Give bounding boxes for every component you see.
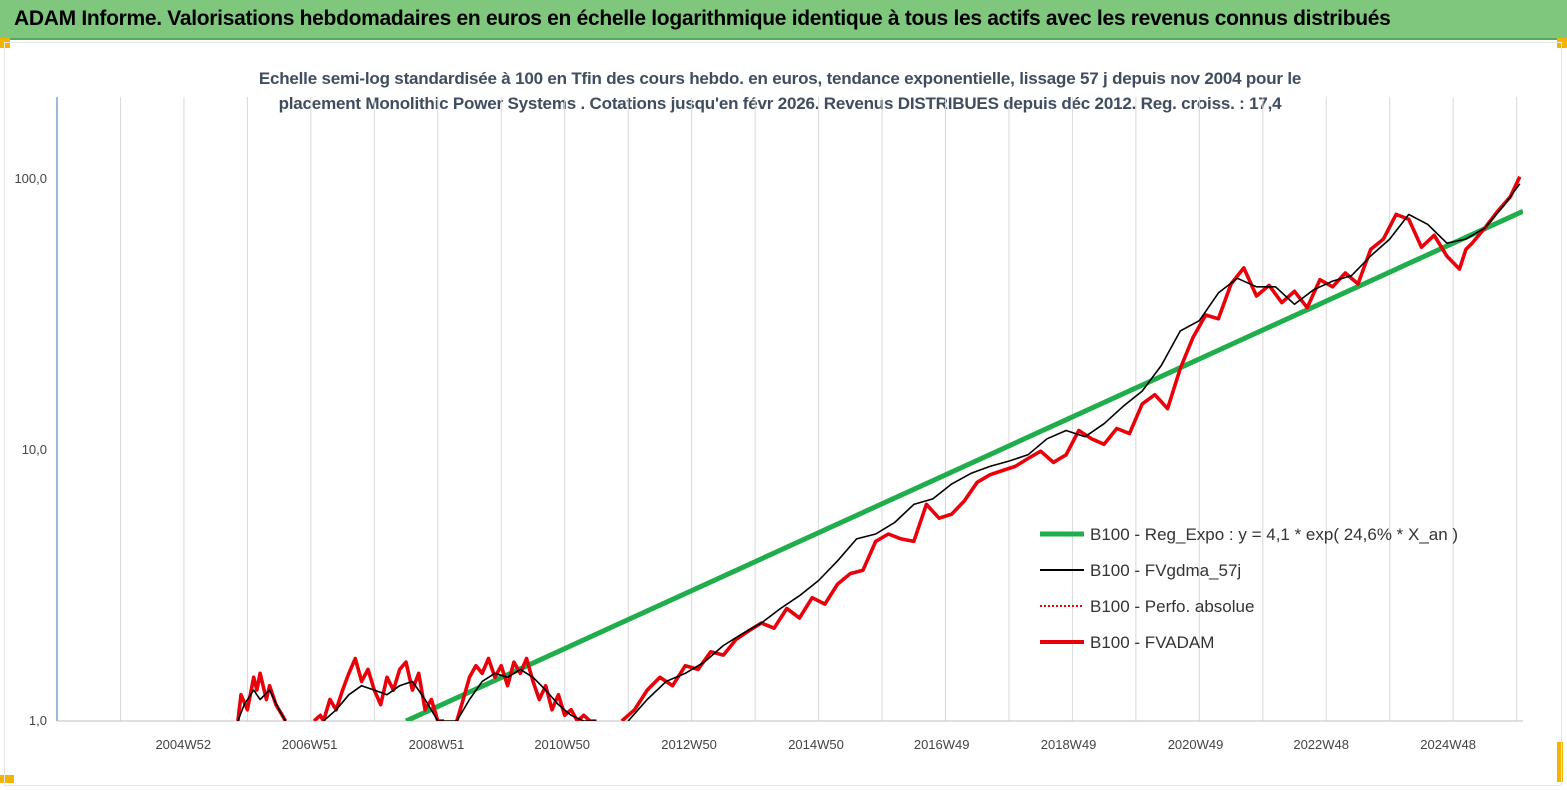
x-tick-label: 2004W52 xyxy=(155,737,211,752)
legend-label: B100 - FVgdma_57j xyxy=(1090,561,1241,580)
corner-marker-bottom-right xyxy=(1557,742,1563,782)
y-tick-label: 100,0 xyxy=(14,171,47,186)
y-tick-label: 10,0 xyxy=(22,442,47,457)
corner-marker-top-left xyxy=(0,38,10,48)
corner-marker-bottom-left xyxy=(0,775,14,783)
series-line-fvgdma xyxy=(456,668,597,721)
legend-label: B100 - FVADAM xyxy=(1090,633,1214,652)
series-line-fvadam xyxy=(620,175,1522,721)
chart-frame xyxy=(4,42,1562,786)
page-title: ADAM Informe. Valorisations hebdomadaire… xyxy=(14,7,1391,30)
x-tick-label: 2010W50 xyxy=(534,737,590,752)
chart-title-line-2: placement Monolithic Power Systems . Cot… xyxy=(278,94,1282,113)
y-tick-label: 1,0 xyxy=(29,713,47,728)
series-line-reg-expo xyxy=(404,209,1523,721)
legend-label: B100 - Perfo. absolue xyxy=(1090,597,1254,616)
legend: B100 - Reg_Expo : y = 4,1 * exp( 24,6% *… xyxy=(1040,525,1458,652)
x-tick-label: 2024W48 xyxy=(1420,737,1476,752)
series-line-fvadam xyxy=(312,656,445,721)
x-tick-label: 2014W50 xyxy=(788,737,844,752)
chart-title-line-1: Echelle semi-log standardisée à 100 en T… xyxy=(258,69,1302,88)
legend-label: B100 - Reg_Expo : y = 4,1 * exp( 24,6% *… xyxy=(1090,525,1458,544)
header-bar: ADAM Informe. Valorisations hebdomadaire… xyxy=(0,0,1567,40)
x-tick-label: 2016W49 xyxy=(914,737,970,752)
series-line-fvgdma xyxy=(627,183,1521,721)
x-tick-label: 2012W50 xyxy=(661,737,717,752)
x-tick-label: 2006W51 xyxy=(282,737,338,752)
series-line-fvadam xyxy=(455,656,597,721)
axes: 1,0 10,0 100,0 2004W52 2006W51 2008W51 2010W50… xyxy=(14,97,1523,752)
corner-marker-top-right xyxy=(1557,38,1567,48)
series-lines xyxy=(236,175,1523,721)
x-gridlines xyxy=(119,97,1518,721)
series-line-fvgdma xyxy=(237,689,287,721)
x-tick-label: 2008W51 xyxy=(409,737,465,752)
x-tick-label: 2022W48 xyxy=(1293,737,1349,752)
series-line-fvgdma xyxy=(322,680,457,721)
x-tick-label: 2018W49 xyxy=(1041,737,1097,752)
x-tick-label: 2020W49 xyxy=(1168,737,1224,752)
